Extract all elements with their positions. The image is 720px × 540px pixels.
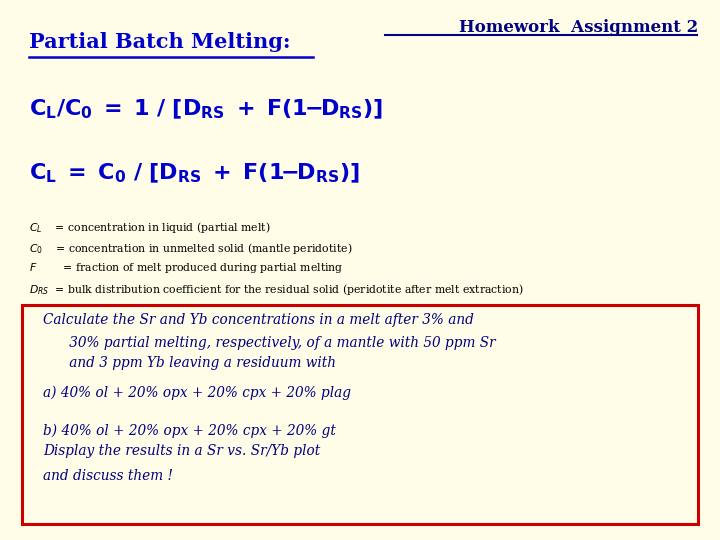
- Text: Display the results in a Sr vs. Sr/Yb plot: Display the results in a Sr vs. Sr/Yb pl…: [43, 444, 320, 458]
- Text: Partial Batch Melting:: Partial Batch Melting:: [29, 32, 290, 52]
- Text: 30% partial melting, respectively, of a mantle with 50 ppm Sr: 30% partial melting, respectively, of a …: [43, 336, 496, 350]
- Text: b) 40% ol + 20% opx + 20% cpx + 20% gt: b) 40% ol + 20% opx + 20% cpx + 20% gt: [43, 424, 336, 438]
- Text: $C_0$    = concentration in unmelted solid (mantle peridotite): $C_0$ = concentration in unmelted solid …: [29, 241, 352, 256]
- Text: $\mathbf{C_L\ =\ C_0\ /\ [D_{RS}\ +\ F(1\!\!-\!\!D_{RS})]}$: $\mathbf{C_L\ =\ C_0\ /\ [D_{RS}\ +\ F(1…: [29, 162, 359, 185]
- Text: Calculate the Sr and Yb concentrations in a melt after 3% and: Calculate the Sr and Yb concentrations i…: [43, 313, 474, 327]
- Text: and 3 ppm Yb leaving a residuum with: and 3 ppm Yb leaving a residuum with: [43, 356, 336, 370]
- Text: $\mathbf{C_L/C_0\ =\ 1\ /\ [D_{RS}\ +\ F(1\!\!-\!\!D_{RS})]}$: $\mathbf{C_L/C_0\ =\ 1\ /\ [D_{RS}\ +\ F…: [29, 97, 383, 120]
- Text: and discuss them !: and discuss them !: [43, 469, 174, 483]
- Text: a) 40% ol + 20% opx + 20% cpx + 20% plag: a) 40% ol + 20% opx + 20% cpx + 20% plag: [43, 386, 351, 401]
- Text: Homework  Assignment 2: Homework Assignment 2: [459, 19, 698, 36]
- Text: $C_L$    = concentration in liquid (partial melt): $C_L$ = concentration in liquid (partial…: [29, 220, 270, 235]
- Text: $F$        = fraction of melt produced during partial melting: $F$ = fraction of melt produced during p…: [29, 261, 343, 275]
- Text: $D_{RS}$  = bulk distribution coefficient for the residual solid (peridotite aft: $D_{RS}$ = bulk distribution coefficient…: [29, 282, 523, 297]
- FancyBboxPatch shape: [22, 305, 698, 524]
